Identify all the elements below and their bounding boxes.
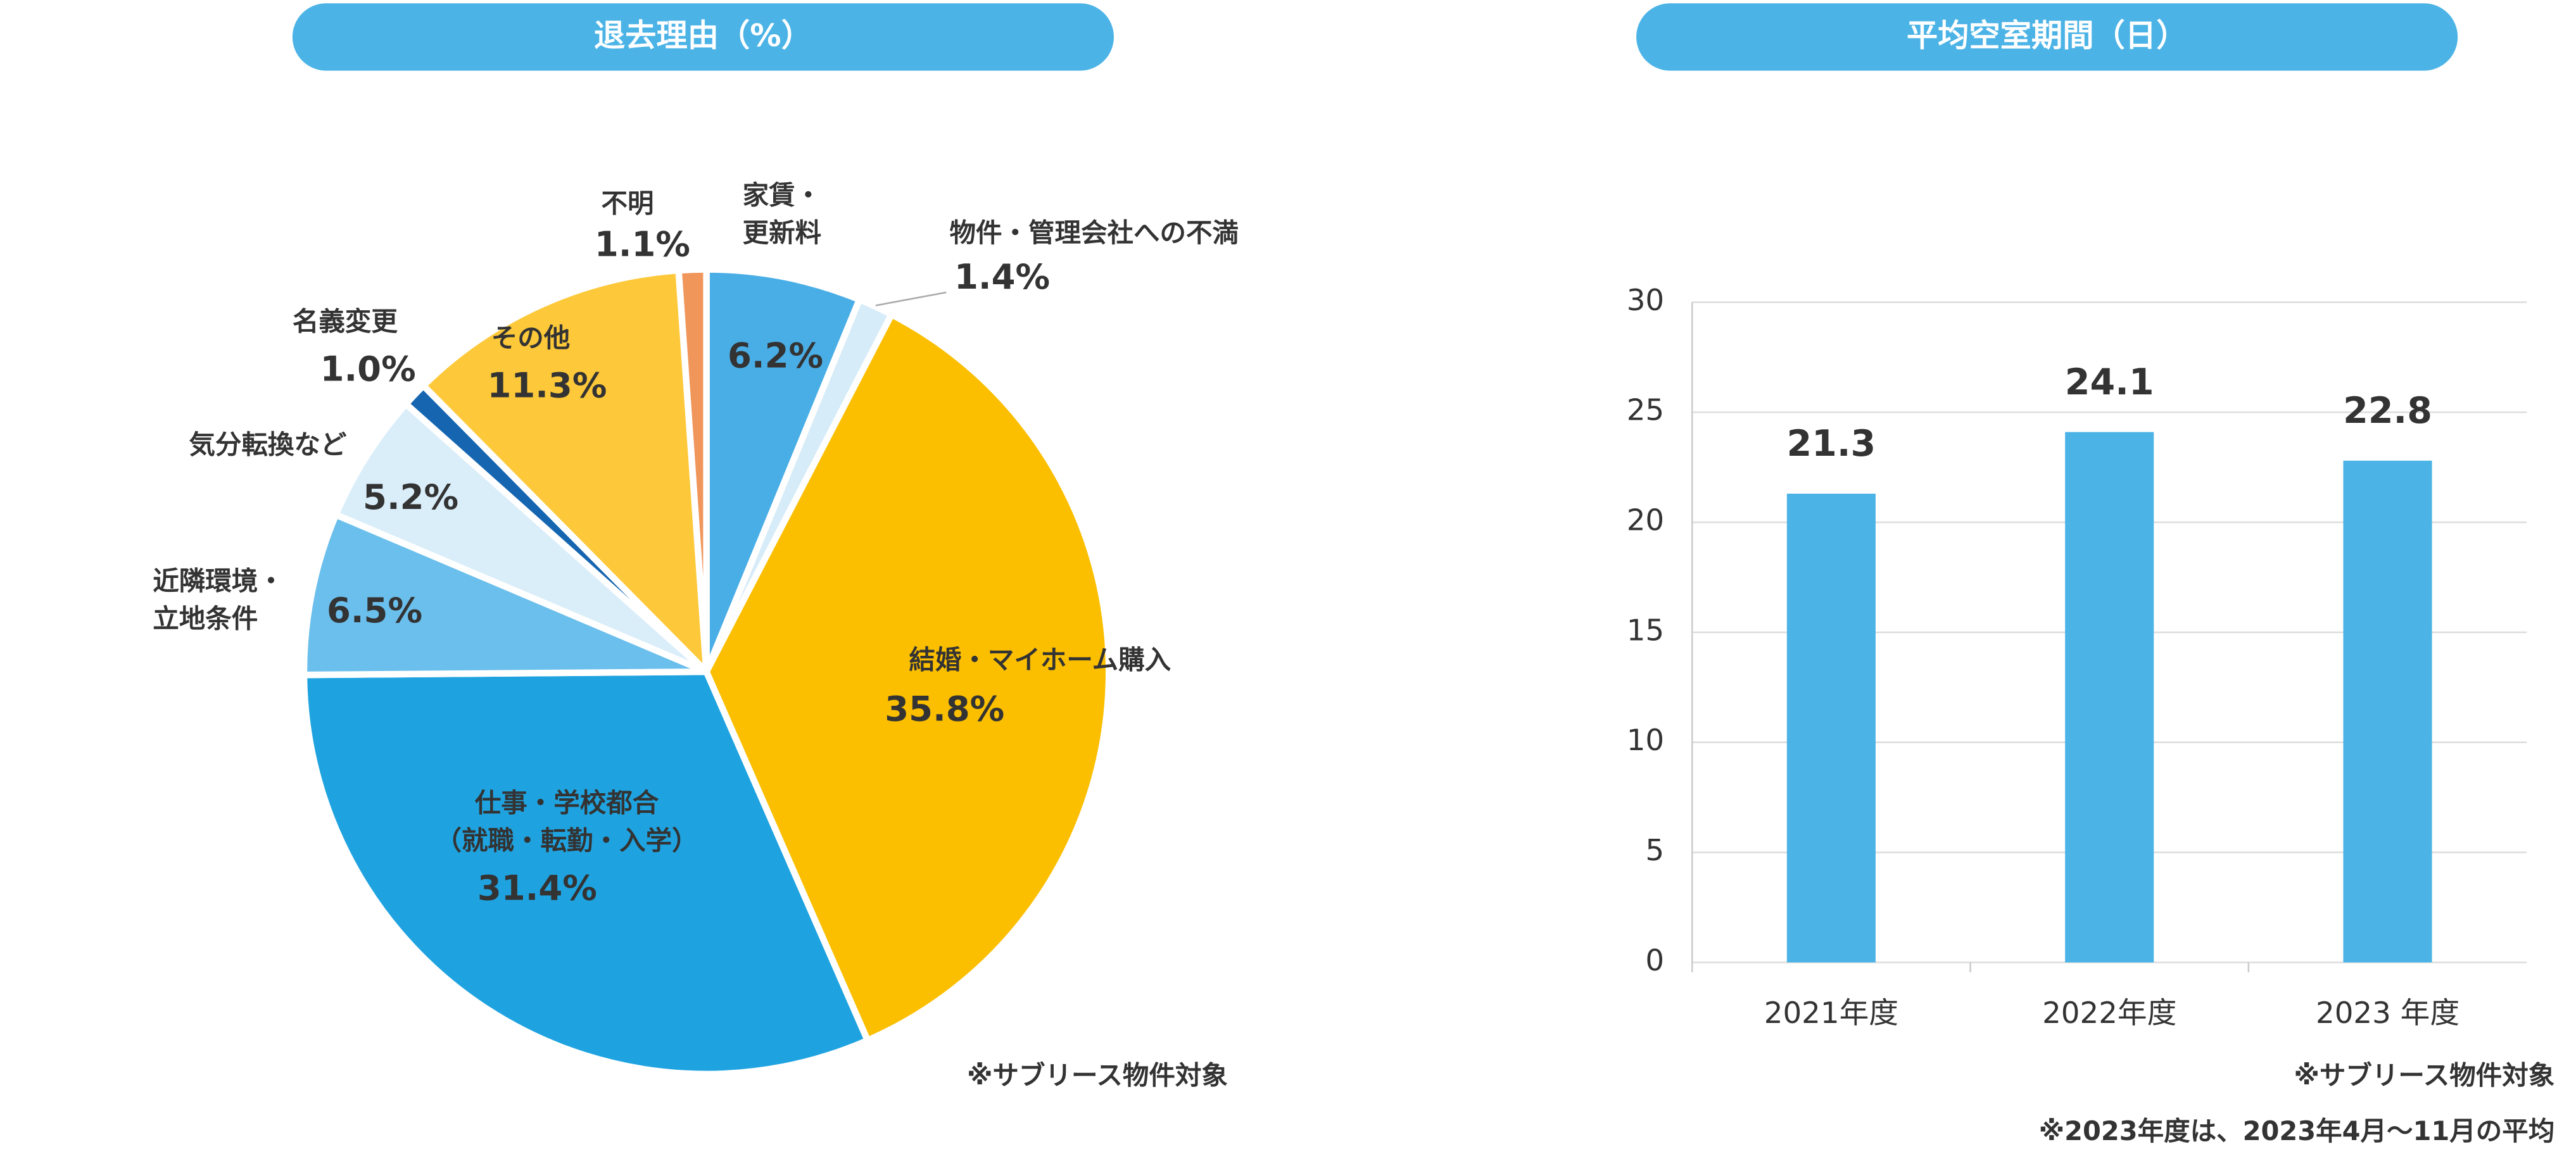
value-label: 11.3%	[487, 365, 607, 405]
y-tick-label: 0	[1645, 944, 1664, 978]
value-label: 1.4%	[954, 256, 1050, 297]
leader-line	[875, 291, 947, 306]
value-label: 1.0%	[320, 349, 416, 389]
slice-label: 気分転換など	[189, 429, 347, 460]
pie-slice	[331, 399, 709, 675]
slice-label: その他	[491, 322, 571, 353]
value-label: 5.2%	[363, 477, 458, 517]
slice-label: 更新料	[743, 217, 822, 248]
x-tick-label: 2021年度	[1764, 996, 1898, 1031]
y-tick-label: 5	[1645, 834, 1664, 868]
pie-slice	[300, 668, 872, 1077]
pie-slice	[419, 267, 710, 681]
note: ※2023年度は、2023年4月～11月の平均	[2039, 1115, 2554, 1146]
bar	[2065, 432, 2154, 963]
slice-label: 結婚・マイホーム購入	[909, 644, 1171, 675]
x-tick-label: 2023 年度	[2316, 996, 2459, 1031]
y-tick-label: 10	[1627, 724, 1664, 758]
pie-slice	[702, 310, 1113, 1045]
value-label: 24.1	[2065, 361, 2154, 403]
title-pill	[292, 3, 1114, 71]
title-pill	[1636, 3, 2458, 71]
chart-title: 退去理由（%）	[594, 17, 812, 54]
slice-label: 名義変更	[293, 306, 398, 337]
value-label: 22.8	[2343, 390, 2432, 432]
y-tick-label: 20	[1627, 504, 1664, 538]
bar	[1786, 493, 1876, 963]
slice-label: 不明	[602, 187, 654, 218]
slice-label: 立地条件	[153, 603, 258, 634]
value-label: 6.2%	[728, 336, 823, 376]
value-label: 21.3	[1786, 423, 1876, 465]
slice-label: （就職・転勤・入学）	[436, 825, 698, 856]
x-tick-label: 2022年度	[2042, 996, 2176, 1031]
pie-slice	[675, 266, 710, 672]
bar	[2343, 460, 2432, 963]
note: ※サブリース物件対象	[967, 1060, 1228, 1091]
slice-label: 家賃・	[743, 179, 822, 210]
value-label: 1.1%	[595, 223, 690, 264]
note: ※サブリース物件対象	[2294, 1060, 2554, 1091]
slice-label: 仕事・学校都合	[475, 787, 659, 818]
y-tick-label: 15	[1627, 613, 1664, 648]
y-tick-label: 25	[1627, 394, 1664, 428]
value-label: 31.4%	[477, 867, 597, 908]
slice-label: 近隣環境・	[153, 565, 284, 596]
value-label: 6.5%	[327, 590, 422, 630]
slice-label: 物件・管理会社への不満	[950, 217, 1239, 248]
value-label: 35.8%	[885, 689, 1004, 729]
y-tick-label: 30	[1627, 284, 1664, 318]
chart-title: 平均空室期間（日）	[1907, 17, 2188, 54]
pie-slice	[300, 510, 708, 679]
